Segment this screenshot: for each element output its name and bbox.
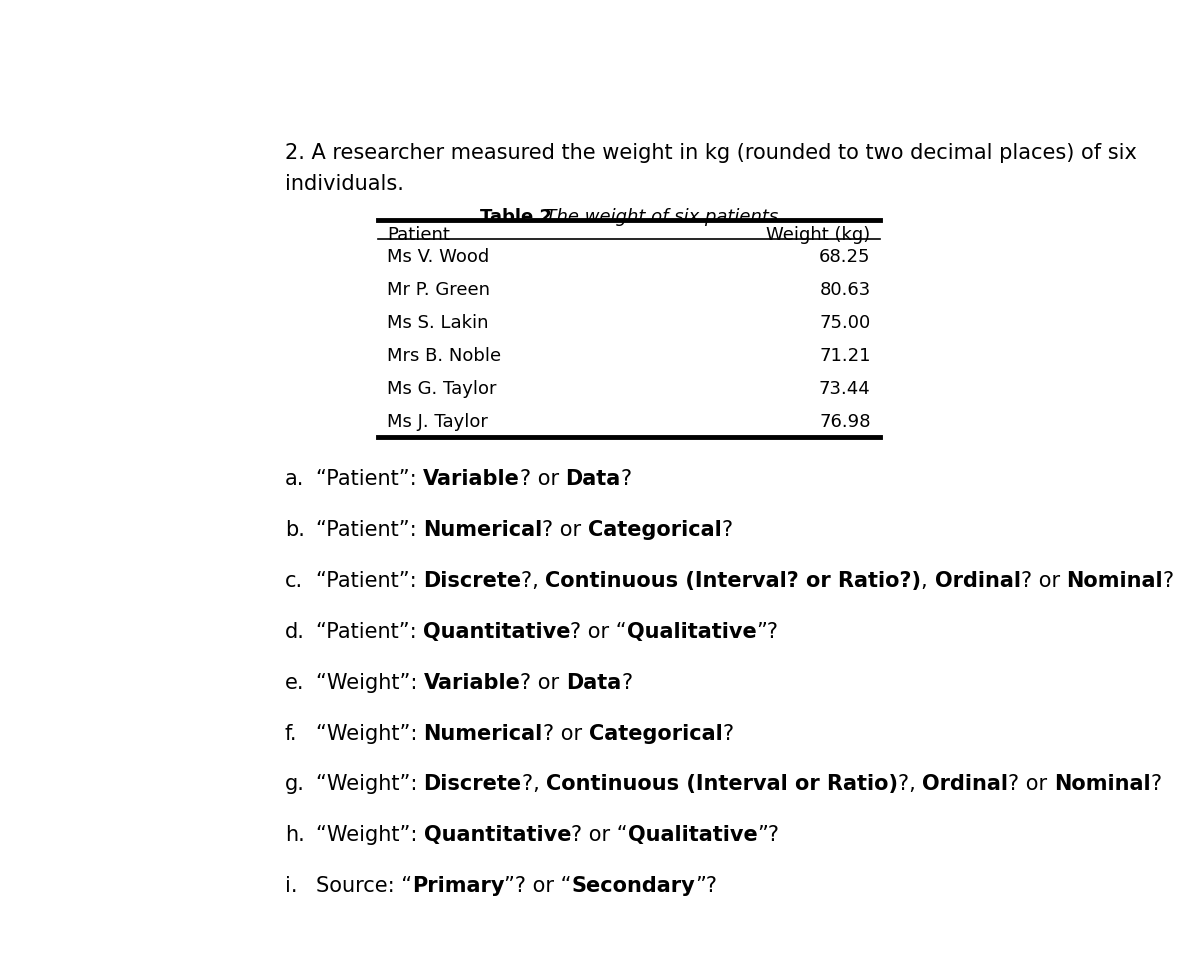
Text: ”?: ”? [757, 825, 780, 846]
Text: “Weight”:: “Weight”: [316, 673, 424, 692]
Text: Numerical: Numerical [422, 520, 542, 540]
Text: g.: g. [284, 775, 305, 794]
Text: Qualitative: Qualitative [628, 825, 757, 846]
Text: Ms G. Taylor: Ms G. Taylor [388, 380, 497, 398]
Text: ?: ? [620, 469, 631, 489]
Text: ? or: ? or [542, 520, 588, 540]
Text: 76.98: 76.98 [820, 413, 871, 430]
Text: ? or: ? or [1008, 775, 1054, 794]
Text: ”?: ”? [696, 876, 718, 896]
Text: Patient: Patient [388, 225, 450, 244]
Text: d.: d. [284, 622, 305, 642]
Text: Primary: Primary [412, 876, 504, 896]
Text: Source: “: Source: “ [316, 876, 412, 896]
Text: ?: ? [1151, 775, 1162, 794]
Text: a.: a. [284, 469, 305, 489]
Text: ?,: ?, [521, 571, 545, 591]
Text: “Weight”:: “Weight”: [316, 775, 424, 794]
Text: i.: i. [284, 876, 298, 896]
Text: h.: h. [284, 825, 305, 846]
Text: 73.44: 73.44 [818, 380, 871, 398]
Text: Data: Data [566, 673, 622, 692]
Text: ?: ? [622, 673, 632, 692]
Text: Nominal: Nominal [1054, 775, 1151, 794]
Text: c.: c. [284, 571, 302, 591]
Text: Continuous (Interval? or Ratio?): Continuous (Interval? or Ratio?) [545, 571, 922, 591]
Text: ? or: ? or [1020, 571, 1067, 591]
Text: Ordinal: Ordinal [923, 775, 1008, 794]
Text: ?,: ?, [898, 775, 923, 794]
Text: ?,: ?, [522, 775, 546, 794]
Text: “Weight”:: “Weight”: [316, 825, 424, 846]
Text: individuals.: individuals. [284, 174, 403, 194]
Text: ”? or “: ”? or “ [504, 876, 571, 896]
Text: Quantitative: Quantitative [422, 622, 570, 642]
Text: Numerical: Numerical [424, 723, 542, 744]
Text: The weight of six patients: The weight of six patients [534, 208, 779, 225]
Text: 68.25: 68.25 [820, 249, 871, 266]
Text: e.: e. [284, 673, 305, 692]
Text: Data: Data [565, 469, 620, 489]
Text: ? or “: ? or “ [570, 622, 626, 642]
Text: Mrs B. Noble: Mrs B. Noble [388, 347, 502, 365]
Text: Variable: Variable [424, 673, 521, 692]
Text: Variable: Variable [422, 469, 520, 489]
Text: ?: ? [721, 520, 733, 540]
Text: b.: b. [284, 520, 305, 540]
Text: Discrete: Discrete [422, 571, 521, 591]
Text: Mr P. Green: Mr P. Green [388, 281, 490, 299]
Text: Secondary: Secondary [571, 876, 696, 896]
Text: ”?: ”? [757, 622, 779, 642]
Text: “Patient”:: “Patient”: [316, 622, 422, 642]
Text: Quantitative: Quantitative [424, 825, 571, 846]
Text: ?: ? [1163, 571, 1174, 591]
Text: “Weight”:: “Weight”: [316, 723, 424, 744]
Text: ? or: ? or [542, 723, 588, 744]
Text: ? or “: ? or “ [571, 825, 628, 846]
Text: Continuous (Interval or Ratio): Continuous (Interval or Ratio) [546, 775, 898, 794]
Text: ? or: ? or [520, 469, 565, 489]
Text: Categorical: Categorical [588, 520, 721, 540]
Text: Discrete: Discrete [424, 775, 522, 794]
Text: Categorical: Categorical [588, 723, 722, 744]
Text: Ms V. Wood: Ms V. Wood [388, 249, 490, 266]
Text: “Patient”:: “Patient”: [316, 520, 422, 540]
Text: “Patient”:: “Patient”: [316, 571, 422, 591]
Text: Ordinal: Ordinal [935, 571, 1020, 591]
Text: 75.00: 75.00 [820, 314, 871, 332]
Text: 71.21: 71.21 [820, 347, 871, 365]
Text: Table 2.: Table 2. [480, 208, 559, 225]
Text: 2. A researcher measured the weight in kg (rounded to two decimal places) of six: 2. A researcher measured the weight in k… [284, 143, 1136, 163]
Text: ,: , [922, 571, 935, 591]
Text: Ms S. Lakin: Ms S. Lakin [388, 314, 488, 332]
Text: Weight (kg): Weight (kg) [767, 225, 871, 244]
Text: 80.63: 80.63 [820, 281, 871, 299]
Text: ?: ? [722, 723, 733, 744]
Text: ? or: ? or [521, 673, 566, 692]
Text: Qualitative: Qualitative [626, 622, 757, 642]
Text: Ms J. Taylor: Ms J. Taylor [388, 413, 488, 430]
Text: Nominal: Nominal [1067, 571, 1163, 591]
Text: f.: f. [284, 723, 298, 744]
Text: “Patient”:: “Patient”: [316, 469, 422, 489]
